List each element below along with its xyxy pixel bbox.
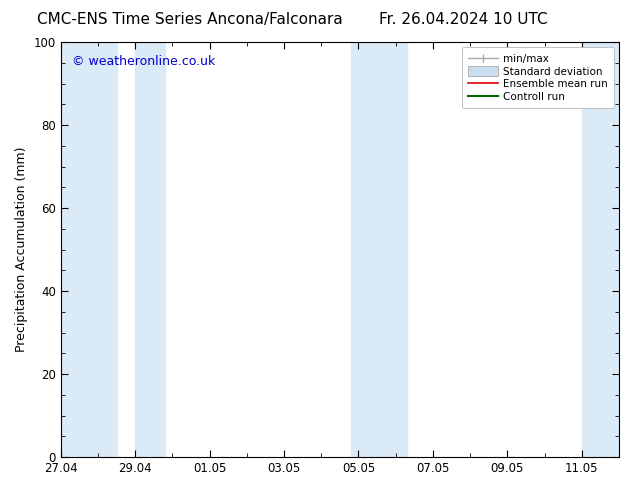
Text: Fr. 26.04.2024 10 UTC: Fr. 26.04.2024 10 UTC [378, 12, 547, 27]
Bar [351, 42, 407, 457]
Legend: min/max, Standard deviation, Ensemble mean run, Controll run: min/max, Standard deviation, Ensemble me… [462, 47, 614, 108]
Bar [135, 42, 165, 457]
Bar [61, 42, 117, 457]
Text: © weatheronline.co.uk: © weatheronline.co.uk [72, 54, 215, 68]
Y-axis label: Precipitation Accumulation (mm): Precipitation Accumulation (mm) [15, 147, 28, 352]
Bar [582, 42, 619, 457]
Text: CMC-ENS Time Series Ancona/Falconara: CMC-ENS Time Series Ancona/Falconara [37, 12, 343, 27]
